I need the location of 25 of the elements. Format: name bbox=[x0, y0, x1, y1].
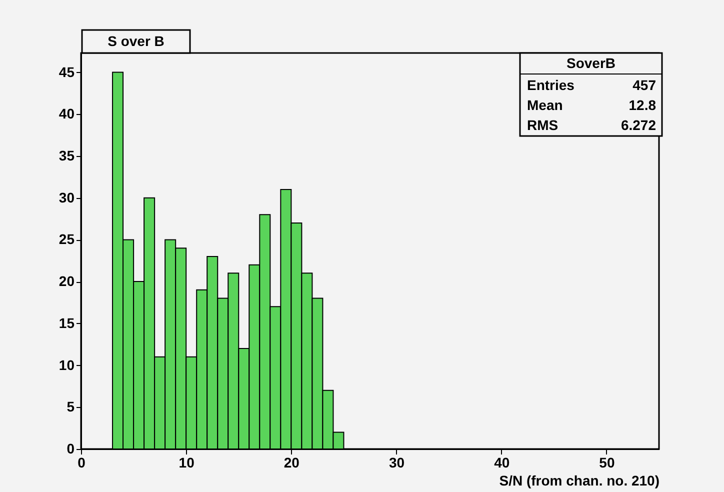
chart-title: S over B bbox=[108, 33, 164, 49]
y-tick-label: 30 bbox=[58, 189, 75, 206]
x-tick-label: 40 bbox=[494, 454, 510, 470]
annotation: RMS bbox=[527, 117, 558, 133]
x-tick-label: 30 bbox=[388, 454, 405, 470]
y-tick-label: 10 bbox=[58, 356, 75, 373]
annotation: 457 bbox=[632, 77, 656, 93]
y-tick-label: 45 bbox=[58, 64, 75, 80]
annotation: 6.272 bbox=[620, 117, 656, 133]
annotation: 12.8 bbox=[628, 97, 656, 113]
y-tick-label: 15 bbox=[58, 314, 75, 331]
x-tick-label: 10 bbox=[178, 454, 195, 470]
y-tick-label: 40 bbox=[58, 106, 75, 122]
annotation: Entries bbox=[527, 77, 575, 93]
annotation: Mean bbox=[527, 97, 563, 113]
y-tick-label: 35 bbox=[58, 147, 75, 164]
y-tick-label: 25 bbox=[58, 231, 75, 248]
x-tick-label: 20 bbox=[284, 454, 300, 470]
y-tick-label: 0 bbox=[66, 440, 75, 456]
y-tick-label: 5 bbox=[66, 398, 75, 415]
x-tick-label: 0 bbox=[78, 454, 86, 470]
y-tick-label: 20 bbox=[58, 273, 75, 290]
annotation: SoverB bbox=[566, 55, 616, 71]
x-tick-label: 50 bbox=[599, 454, 615, 470]
x-axis-title: S/N (from chan. no. 210) bbox=[499, 472, 660, 488]
